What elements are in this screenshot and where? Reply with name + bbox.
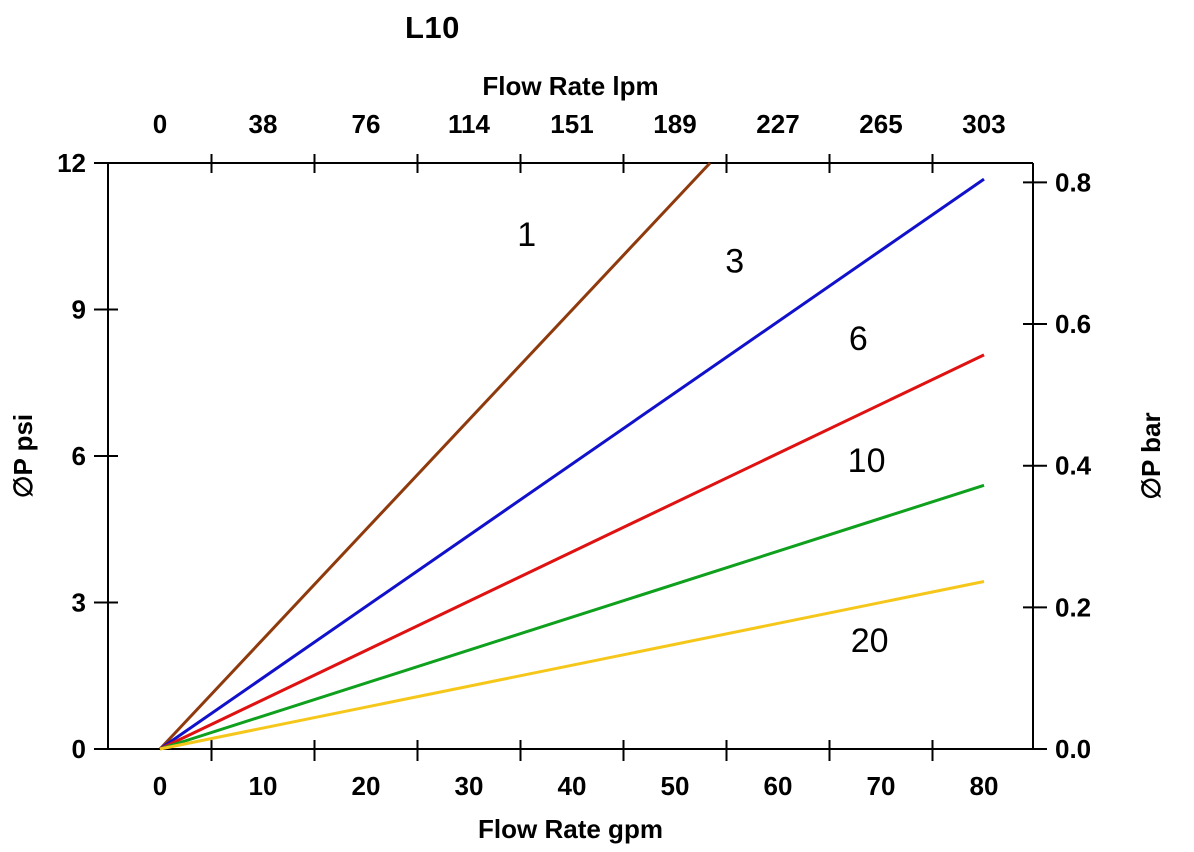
- series-line-10: [159, 483, 985, 751]
- bottom-tick-label: 0: [153, 771, 167, 801]
- bottom-axis-title: Flow Rate gpm: [478, 814, 663, 844]
- left-tick-label: 9: [72, 295, 86, 325]
- series-line-6: [159, 353, 985, 751]
- top-tick-label: 0: [153, 109, 167, 139]
- series-line-3: [159, 177, 985, 751]
- top-tick-label: 76: [352, 109, 381, 139]
- top-tick-label: 189: [653, 109, 696, 139]
- series-line-20: [159, 580, 985, 751]
- top-axis-title: Flow Rate lpm: [482, 71, 658, 101]
- left-tick-label: 12: [57, 148, 86, 178]
- series-line-1: [158, 161, 712, 751]
- bottom-tick-label: 30: [455, 771, 484, 801]
- left-tick-label: 6: [72, 441, 86, 471]
- top-tick-label: 114: [448, 109, 490, 139]
- series-label-6: 6: [849, 320, 868, 358]
- right-tick-label: 0.0: [1055, 734, 1091, 764]
- top-tick-label: 265: [859, 109, 902, 139]
- series-label-1: 1: [517, 216, 536, 254]
- top-tick-label: 227: [756, 109, 799, 139]
- bottom-tick-label: 50: [661, 771, 690, 801]
- bottom-tick-label: 80: [970, 771, 999, 801]
- top-tick-label: 38: [249, 109, 278, 139]
- top-tick-label: 151: [550, 109, 593, 139]
- left-tick-label: 3: [72, 588, 86, 618]
- bottom-tick-label: 70: [867, 771, 896, 801]
- left-tick-label: 0: [72, 734, 86, 764]
- bottom-tick-label: 40: [558, 771, 587, 801]
- top-tick-label: 303: [962, 109, 1005, 139]
- left-axis-title: ∅P psi: [8, 414, 38, 498]
- series-label-10: 10: [848, 442, 886, 480]
- right-tick-label: 0.6: [1055, 309, 1091, 339]
- right-tick-label: 0.4: [1055, 451, 1092, 481]
- bottom-tick-label: 20: [352, 771, 381, 801]
- right-tick-label: 0.8: [1055, 167, 1091, 197]
- series-label-20: 20: [851, 622, 889, 660]
- right-axis-title: ∅P bar: [1136, 412, 1166, 499]
- right-tick-label: 0.2: [1055, 592, 1091, 622]
- bottom-tick-label: 10: [249, 771, 278, 801]
- chart-title: L10: [405, 10, 460, 45]
- bottom-tick-label: 60: [764, 771, 793, 801]
- series-label-3: 3: [725, 243, 744, 281]
